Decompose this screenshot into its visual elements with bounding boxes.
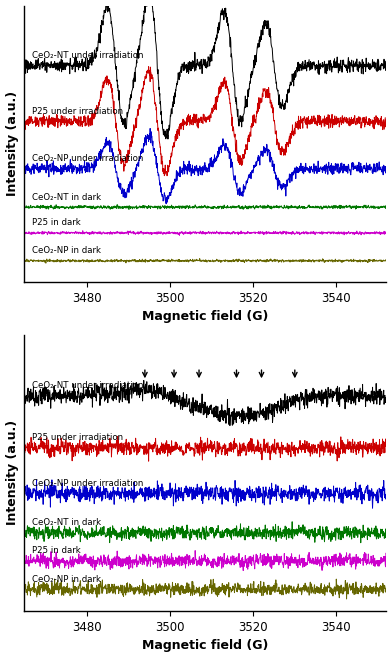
Text: P25 in dark: P25 in dark (33, 218, 81, 227)
Text: P25 under irradiation: P25 under irradiation (33, 433, 123, 442)
Text: CeO₂-NP under irradiation: CeO₂-NP under irradiation (33, 479, 144, 488)
Text: CeO₂-NP under irradiation: CeO₂-NP under irradiation (33, 154, 144, 163)
Text: CeO₂-NT in dark: CeO₂-NT in dark (33, 193, 102, 201)
X-axis label: Magnetic field (G): Magnetic field (G) (142, 640, 269, 653)
Text: CeO₂-NT under irradiation: CeO₂-NT under irradiation (33, 51, 144, 60)
Text: CeO₂-NT under irradiation: CeO₂-NT under irradiation (33, 381, 144, 390)
Text: P25 under irradiation: P25 under irradiation (33, 107, 123, 116)
Text: CeO₂-NT in dark: CeO₂-NT in dark (33, 518, 102, 527)
Y-axis label: Intensity (a.u.): Intensity (a.u.) (5, 91, 18, 197)
Text: P25 in dark: P25 in dark (33, 546, 81, 555)
X-axis label: Magnetic field (G): Magnetic field (G) (142, 311, 269, 324)
Text: CeO₂-NP in dark: CeO₂-NP in dark (33, 574, 102, 584)
Text: CeO₂-NP in dark: CeO₂-NP in dark (33, 246, 102, 255)
Y-axis label: Intensity (a.u.): Intensity (a.u.) (5, 420, 18, 526)
